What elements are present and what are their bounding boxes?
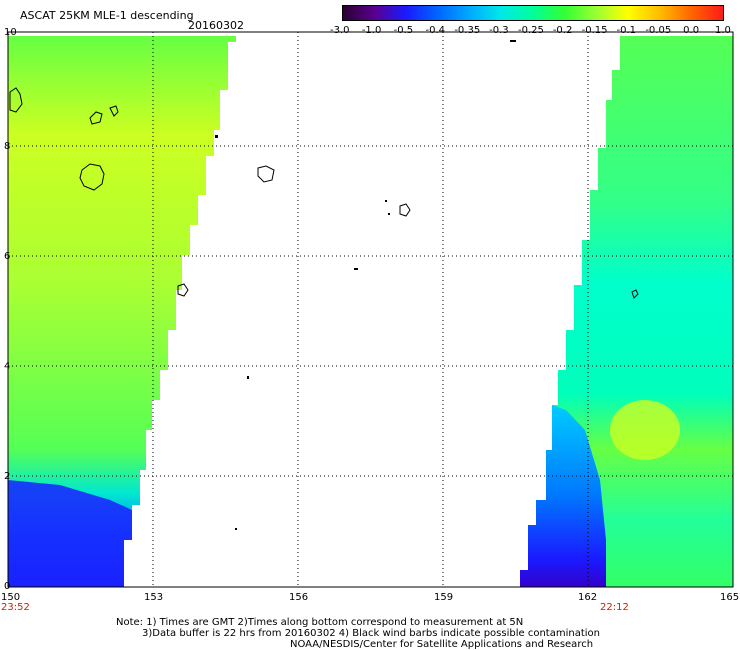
x-tick-156: 156 bbox=[289, 592, 309, 603]
product-date: 20160302 bbox=[188, 19, 244, 32]
colorbar-label: 1.0 bbox=[715, 25, 731, 36]
colorbar-label: -0.1 bbox=[616, 25, 637, 36]
colorbar-label: -0.5 bbox=[393, 25, 414, 36]
x-tick-159: 159 bbox=[434, 592, 454, 603]
x-tick-150: 150 bbox=[1, 592, 21, 603]
note-line-1: Note: 1) Times are GMT 2)Times along bot… bbox=[116, 617, 524, 628]
colorbar-segment bbox=[501, 6, 534, 20]
note-line-3: NOAA/NESDIS/Center for Satellite Applica… bbox=[290, 639, 594, 650]
colorbar-label: -1.0 bbox=[361, 25, 382, 36]
colorbar-segment bbox=[438, 6, 470, 20]
colorbar-label: -0.25 bbox=[518, 25, 544, 36]
colorbar-segment bbox=[659, 6, 692, 20]
colorbar-segment bbox=[596, 6, 629, 20]
y-tick-4: 4 bbox=[4, 361, 11, 372]
product-title: ASCAT 25KM MLE-1 descending bbox=[20, 9, 194, 22]
grid bbox=[8, 32, 733, 587]
colorbar-label: -0.3 bbox=[489, 25, 509, 36]
x-tick-162: 162 bbox=[578, 592, 598, 603]
colorbar-segment bbox=[343, 6, 375, 20]
y-tick-10: 10 bbox=[4, 27, 17, 38]
time-right: 22:12 bbox=[600, 602, 629, 613]
x-tick-153: 153 bbox=[144, 592, 164, 603]
colorbar-label: -3.0 bbox=[330, 25, 350, 36]
y-tick-8: 8 bbox=[4, 141, 11, 152]
colorbar-label: -0.2 bbox=[552, 25, 573, 36]
colorbar-labels: -3.0 -1.0 -0.5 -0.4 -0.35 -0.3 -0.25 -0.2 -0.15-… bbox=[0, 25, 740, 37]
colorbar-label: -0.05 bbox=[645, 25, 672, 36]
colorbar-label: 0.0 bbox=[683, 25, 700, 36]
colorbar bbox=[342, 5, 724, 21]
note-line-2: 3)Data buffer is 22 hrs from 20160302 4)… bbox=[142, 628, 600, 639]
y-tick-0: 0 bbox=[4, 581, 11, 592]
left-swath bbox=[8, 36, 236, 587]
small-islands bbox=[215, 40, 516, 530]
colorbar-segment bbox=[533, 6, 565, 20]
right-yellow-blob bbox=[610, 400, 680, 460]
colorbar-segment bbox=[374, 6, 407, 20]
colorbar-segment bbox=[469, 6, 502, 20]
right-blue-patch bbox=[520, 405, 606, 587]
plot-frame bbox=[7, 31, 734, 588]
colorbar-segment bbox=[564, 6, 597, 20]
x-tick-165: 165 bbox=[720, 592, 740, 603]
island-outlines bbox=[9, 87, 639, 299]
y-tick-6: 6 bbox=[4, 251, 11, 262]
colorbar-segment bbox=[406, 6, 439, 20]
time-left: 23:52 bbox=[1, 602, 30, 613]
colorbar-label: -0.35 bbox=[454, 25, 481, 36]
left-blue-patch bbox=[8, 480, 132, 587]
colorbar-label: -0.4 bbox=[425, 25, 446, 36]
colorbar-label: -0.15 bbox=[581, 25, 608, 36]
colorbar-segment bbox=[691, 6, 724, 20]
y-tick-2: 2 bbox=[4, 471, 11, 482]
colorbar-segment bbox=[628, 6, 660, 20]
